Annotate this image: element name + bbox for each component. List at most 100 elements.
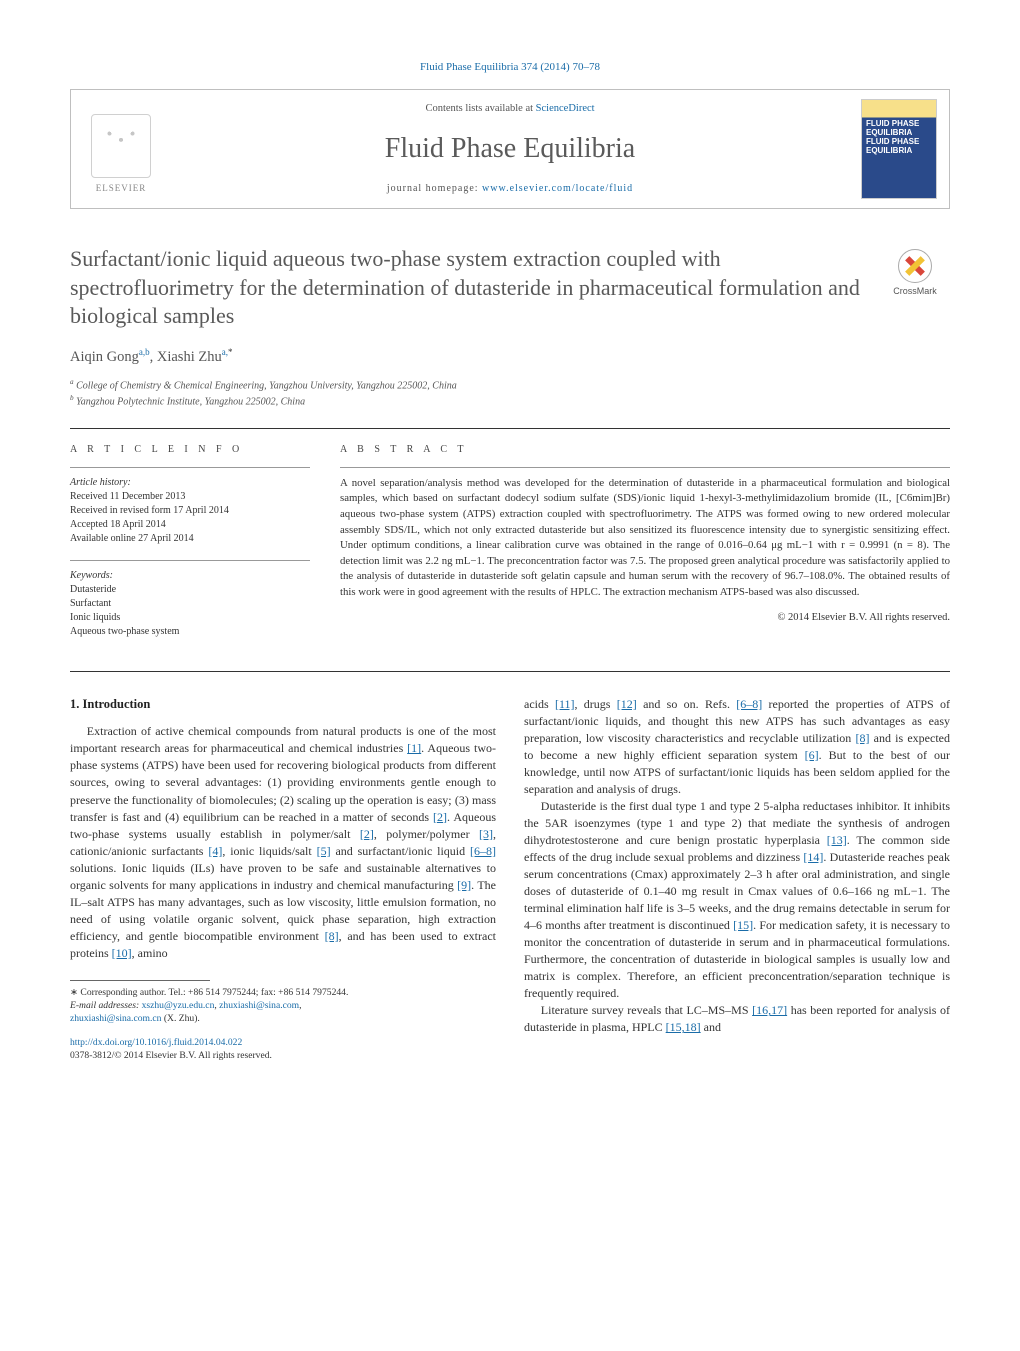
email-sep-2: , [299,1000,301,1011]
abstract-column: A B S T R A C T A novel separation/analy… [340,443,950,653]
body-two-column: 1. Introduction Extraction of active che… [70,696,950,1063]
article-history-head: Article history: [70,476,310,490]
cite-4[interactable]: [4] [208,844,222,858]
affiliation-a: College of Chemistry & Chemical Engineer… [76,380,457,391]
cite-15-18[interactable]: [15,18] [666,1020,701,1034]
p1k: , amino [132,946,168,960]
p2a: acids [524,697,555,711]
journal-reference: Fluid Phase Equilibria 374 (2014) 70–78 [70,60,950,75]
keyword-2: Ionic liquids [70,611,310,625]
cite-15[interactable]: [15] [733,918,753,932]
elsevier-tree-icon [91,114,151,178]
journal-name: Fluid Phase Equilibria [385,129,635,168]
contents-prefix: Contents lists available at [425,103,535,114]
cite-12[interactable]: [12] [617,697,637,711]
divider-top [70,428,950,429]
p2b: , drugs [575,697,617,711]
p3: Dutasteride is the first dual type 1 and… [524,798,950,1002]
abstract-heading: A B S T R A C T [340,443,950,457]
keyword-0: Dutasteride [70,583,310,597]
p1f: , ionic liquids/salt [222,844,316,858]
email-link-3[interactable]: zhuxiashi@sina.com.cn [70,1013,161,1024]
journal-homepage-line: journal homepage: www.elsevier.com/locat… [387,182,633,196]
article-title: Surfactant/ionic liquid aqueous two-phas… [70,245,868,329]
history-line-2: Accepted 18 April 2014 [70,518,310,532]
affiliation-list: a College of Chemistry & Chemical Engine… [70,377,950,410]
corresponding-star: * [228,347,233,357]
cite-2[interactable]: [2] [433,810,447,824]
cite-5[interactable]: [5] [317,844,331,858]
author-sep: , [150,349,157,365]
p1d: , polymer/polymer [374,827,479,841]
issn-copyright: 0378-3812/© 2014 Elsevier B.V. All right… [70,1050,272,1061]
footnote-rule [70,980,210,981]
cite-10[interactable]: [10] [112,946,132,960]
cite-8[interactable]: [8] [325,929,339,943]
p4a: Literature survey reveals that LC–MS–MS [541,1003,752,1017]
p2c: and so on. Refs. [637,697,736,711]
cite-1[interactable]: [1] [407,741,421,755]
elsevier-logo: ELSEVIER [85,104,157,194]
column-footer: ∗ Corresponding author. Tel.: +86 514 79… [70,980,496,1063]
email-link-1[interactable]: xszhu@yzu.edu.cn [142,1000,215,1011]
elsevier-logo-text: ELSEVIER [96,182,147,195]
p1: Extraction of active chemical compounds … [70,723,496,961]
cite-9[interactable]: [9] [457,878,471,892]
cite-3[interactable]: [3] [479,827,493,841]
p2: acids [11], drugs [12] and so on. Refs. … [524,696,950,798]
crossmark-badge[interactable]: CrossMark [880,249,950,298]
author-list: Aiqin Gonga,b, Xiashi Zhua,* [70,346,950,367]
affiliation-b: Yangzhou Polytechnic Institute, Yangzhou… [76,397,305,408]
article-info-column: A R T I C L E I N F O Article history: R… [70,443,310,653]
keyword-3: Aqueous two-phase system [70,625,310,639]
info-divider-2 [70,560,310,561]
article-info-heading: A R T I C L E I N F O [70,443,310,457]
history-line-1: Received in revised form 17 April 2014 [70,504,310,518]
author-name-2: Xiashi Zhu [157,349,222,365]
history-line-0: Received 11 December 2013 [70,490,310,504]
cite-8b[interactable]: [8] [855,731,869,745]
p4c: and [701,1020,721,1034]
cover-cell [849,90,949,208]
history-line-3: Available online 27 April 2014 [70,532,310,546]
cite-11[interactable]: [11] [555,697,575,711]
article-history-block: Article history: Received 11 December 20… [70,476,310,546]
abstract-text: A novel separation/analysis method was d… [340,476,950,601]
corresponding-footnote: ∗ Corresponding author. Tel.: +86 514 79… [70,987,496,1026]
cite-14[interactable]: [14] [803,850,823,864]
keywords-block: Keywords: Dutasteride Surfactant Ionic l… [70,569,310,639]
header-center: Contents lists available at ScienceDirec… [171,90,849,208]
journal-cover-thumb [861,99,937,199]
p4: Literature survey reveals that LC–MS–MS … [524,1002,950,1036]
journal-homepage-link[interactable]: www.elsevier.com/locate/fluid [482,183,633,194]
cite-13[interactable]: [13] [827,833,847,847]
homepage-prefix: journal homepage: [387,183,482,194]
email-tail: (X. Zhu). [161,1013,199,1024]
author-1-aff-link[interactable]: a,b [139,347,150,357]
email-label: E-mail addresses: [70,1000,142,1011]
cite-6-8[interactable]: [6–8] [470,844,496,858]
p1h: solutions. Ionic liquids (ILs) have prov… [70,861,496,892]
sciencedirect-link[interactable]: ScienceDirect [536,103,595,114]
doi-block: http://dx.doi.org/10.1016/j.fluid.2014.0… [70,1036,496,1063]
doi-link[interactable]: http://dx.doi.org/10.1016/j.fluid.2014.0… [70,1037,242,1048]
crossmark-label: CrossMark [893,285,937,298]
corr-tel-fax: ∗ Corresponding author. Tel.: +86 514 79… [70,987,496,1000]
crossmark-icon [898,249,932,283]
cite-6[interactable]: [6] [805,748,819,762]
section-1-heading: 1. Introduction [70,696,496,714]
abstract-divider [340,467,950,468]
cite-6-8b[interactable]: [6–8] [736,697,762,711]
keywords-head: Keywords: [70,569,310,583]
info-divider-1 [70,467,310,468]
email-link-2[interactable]: zhuxiashi@sina.com [219,1000,299,1011]
keyword-1: Surfactant [70,597,310,611]
journal-header: ELSEVIER Contents lists available at Sci… [70,89,950,209]
cite-2b[interactable]: [2] [360,827,374,841]
p1g: and surfactant/ionic liquid [331,844,470,858]
author-name-1: Aiqin Gong [70,349,139,365]
contents-available-line: Contents lists available at ScienceDirec… [425,102,594,117]
abstract-copyright: © 2014 Elsevier B.V. All rights reserved… [340,611,950,626]
cite-16-17[interactable]: [16,17] [752,1003,787,1017]
divider-bottom [70,671,950,672]
